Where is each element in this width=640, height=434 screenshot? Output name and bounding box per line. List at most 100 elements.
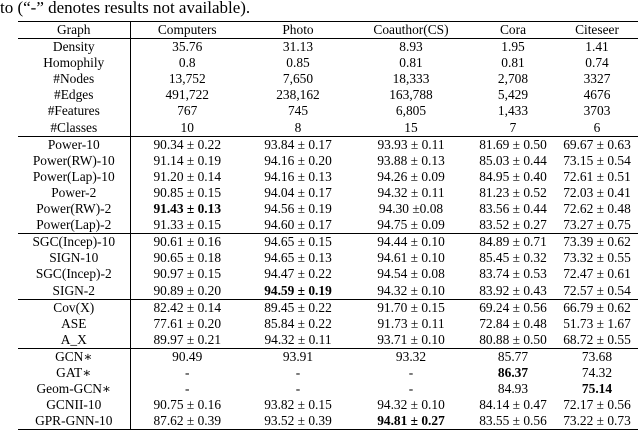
table-cell: 83.74 ± 0.53 [479,266,547,282]
table-cell: 745 [287,103,309,119]
table-cell: Cora [470,20,556,40]
table-cell: 7 [509,119,517,135]
table-cell: 8.93 [399,39,423,55]
table-cell: 93.93 ± 0.11 [352,135,470,153]
table-cell: 68.72 ± 0.55 [563,331,631,347]
table-cell: 91.33 ± 0.15 [153,217,222,233]
stats-row: #Nodes 13,752 7,650 18,333 2,708 3327 [18,71,638,88]
result-row: SGC(Incep)-2 90.97 ± 0.15 94.47 ± 0.22 94.5… [18,266,638,283]
table-cell: 90.75 ± 0.16 [153,397,222,413]
table-cell: 0.81 [399,55,423,71]
table-cell: 72.62 ± 0.48 [563,201,631,217]
row-label: Power-2 [18,184,131,202]
table-cell: 93.71 ± 0.10 [377,331,445,347]
table-cell: 0.81 [501,55,525,71]
table-cell: 90.89 ± 0.20 [153,282,222,298]
table-cell: 6 [593,119,601,135]
row-label: Power(RW)-2 [18,201,131,218]
table-cell: - [295,381,301,397]
table-cell: 35.76 [172,39,203,55]
table-cell: 163,788 [389,87,433,103]
row-label: #Features [18,103,131,120]
table-cell: 0.85 [286,55,310,71]
table-cell: 31.13 [282,39,314,55]
table-cell: 3703 [583,103,611,119]
row-label: GCNII-10 [18,397,131,414]
table-cell: 13,752 [168,71,206,87]
table-cell: 0.74 [585,55,609,71]
table-cell: 0.8 [178,55,196,71]
table-cell: 83.52 ± 0.27 [479,217,547,233]
stats-row: Homophily 0.8 0.85 0.81 0.81 0.74 [18,55,638,72]
table-cell: 94.16 ± 0.13 [264,168,332,184]
result-row: ASE 77.61 ± 0.20 85.84 ± 0.22 91.73 ± 0.11 7… [18,315,638,332]
table-cell: 81.69 ± 0.50 [470,135,556,153]
result-row: Power(Lap)-2 91.33 ± 0.15 94.60 ± 0.17 94.7… [18,217,638,234]
table-cell: 94.32 ± 0.11 [377,184,445,200]
row-label: SGC(Incep)-10 [18,233,131,251]
table-cell: 8 [294,119,302,135]
table-cell: 93.52 ± 0.39 [244,413,352,431]
table-cell: 85.84 ± 0.22 [264,315,332,331]
table-cell: 18,333 [392,71,430,87]
result-row: Power(RW)-10 91.14 ± 0.19 94.16 ± 0.20 93.8… [18,152,638,169]
table-cell: 238,162 [276,87,320,103]
table-cell: 94.16 ± 0.20 [264,152,332,168]
table-cell: 93.84 ± 0.17 [244,135,352,153]
table-cell: 94.32 ± 0.10 [377,282,445,298]
table-cell: 1.95 [501,39,525,55]
row-label: A_X [18,331,131,349]
best-result: 94.81 ± 0.27 [377,413,445,429]
table-cell: - [185,381,190,397]
table-cell: 7,650 [282,71,314,87]
row-label: GPR-GNN-10 [18,413,131,431]
table-cell: 84.93 [497,381,529,397]
table-cell: 5,429 [497,87,529,103]
table-cell: 3327 [583,71,611,87]
table-cell: 73.32 ± 0.55 [563,250,631,266]
table-cell: 84.14 ± 0.47 [479,397,547,413]
table-cell: 90.85 ± 0.15 [153,184,222,200]
table-cell: 91.43 ± 0.13 [130,201,244,217]
table-cell: 72.61 ± 0.51 [563,168,631,184]
table-cell: 94.30 ±0.08 [378,201,444,217]
result-row: A_X 89.97 ± 0.21 94.32 ± 0.11 93.71 ± 0.10 8… [18,331,638,349]
stats-row: #Features 767 745 6,805 1,433 3703 [18,103,638,120]
row-label: Power(RW)-10 [18,152,131,169]
table-cell: - [408,364,414,380]
row-label: ASE [18,315,131,332]
table-cell: 90.49 [130,347,244,365]
table-cell: 94.65 ± 0.15 [244,233,352,251]
results-table-body: Graph Computers Photo Coauthor(CS) Cora Cites… [18,20,638,431]
table-cell: 72.84 ± 0.48 [479,315,547,331]
row-label: Geom-GCN∗ [18,381,131,398]
table-cell: 4676 [583,87,611,103]
result-row: Geom-GCN∗ - - - 84.93 75.14 [18,381,638,398]
table-cell: 72.03 ± 0.41 [563,184,631,200]
row-label: Homophily [18,55,131,72]
stats-row: Density 35.76 31.13 8.93 1.95 1.41 [18,38,638,56]
table-cell: 15 [404,119,418,135]
table-cell: 89.45 ± 0.22 [244,298,352,316]
table-cell: 94.75 ± 0.09 [377,217,445,233]
result-row: Power-2 90.85 ± 0.15 94.04 ± 0.17 94.32 ± 0… [18,184,638,202]
row-label: #Nodes [18,71,131,88]
table-header-row: Graph Computers Photo Coauthor(CS) Cora Cites… [18,20,638,40]
row-label: Power(Lap)-10 [18,168,131,185]
table-cell: 83.56 ± 0.44 [479,201,547,217]
table-cell: 81.23 ± 0.52 [479,184,547,200]
table-cell: 94.44 ± 0.10 [352,233,470,251]
row-label: Density [18,38,131,56]
table-cell: 90.61 ± 0.16 [130,233,244,251]
table-cell: 51.73 ± 1.67 [563,315,631,331]
table-cell: 94.59 ± 0.19 [244,283,352,300]
table-cell: 94.32 ± 0.10 [377,397,445,413]
table-cell: 91.20 ± 0.14 [153,168,222,184]
table-cell: 84.89 ± 0.71 [470,233,556,251]
row-label: SGC(Incep)-2 [18,266,131,283]
best-result: 94.59 ± 0.19 [264,282,332,298]
row-label: GCN∗ [18,347,131,365]
table-cell: 73.27 ± 0.75 [563,217,631,233]
best-result: 75.14 [581,381,613,397]
stats-row: #Classes 10 8 15 7 6 [18,119,638,137]
